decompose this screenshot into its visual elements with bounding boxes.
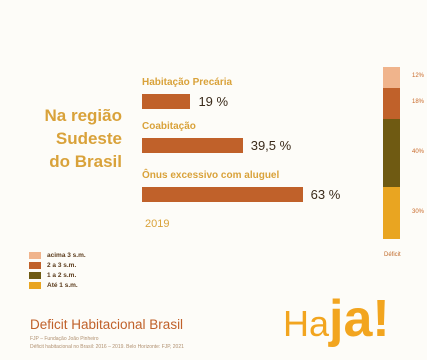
legend-item: Até 1 s.m. — [29, 281, 86, 290]
bar-value-label: 63 % — [310, 187, 341, 202]
bar-value-label: 19 % — [198, 94, 229, 109]
legend-item: acima 3 s.m. — [29, 251, 86, 260]
logo-text-big: ja! — [329, 290, 390, 348]
stack-segment-label: 40% — [412, 149, 425, 155]
region-title-line3: do Brasil — [49, 152, 122, 171]
legend-item: 2 a 3 s.m. — [29, 261, 86, 270]
legend-swatch — [29, 262, 41, 269]
legend-item: 1 a 2 s.m. — [29, 271, 86, 280]
legend-swatch — [29, 272, 41, 279]
stack-segment — [383, 118, 400, 188]
bar — [142, 138, 243, 153]
bar-value-label: 39,5 % — [250, 138, 292, 153]
stack-segment-label: 30% — [412, 209, 425, 216]
region-title: Na região Sudeste do Brasil — [10, 104, 122, 173]
legend-label: 2 a 3 s.m. — [47, 262, 77, 269]
haja-logo: Haja! — [283, 293, 390, 345]
legend-label: 1 a 2 s.m. — [47, 272, 77, 279]
bar-category-label: Coabitação — [142, 121, 196, 132]
stack-segment — [383, 187, 400, 239]
legend-label: Até 1 s.m. — [47, 282, 78, 289]
stack-segment-label: 12% — [412, 73, 425, 80]
stack-segment — [383, 67, 400, 88]
bar-category-label: Habitação Precária — [142, 77, 233, 88]
footer-title: Deficit Habitacional Brasil — [30, 317, 184, 332]
stack-segment — [383, 87, 400, 119]
legend-label: acima 3 s.m. — [47, 252, 86, 259]
logo-text-small: Ha — [283, 303, 330, 344]
bar — [142, 187, 303, 202]
bar-category-label: Ônus excessivo com aluguel — [142, 170, 280, 181]
footer-source: FJP – Fundação João Pinheiro — [30, 336, 99, 342]
stack-segment-label: 18% — [412, 99, 425, 106]
footer-citation: Déficit habitacional no Brasil: 2016 – 2… — [30, 344, 184, 350]
legend-swatch — [29, 282, 41, 289]
stacked-category-label: Déficit — [384, 252, 401, 258]
bar — [142, 94, 191, 109]
year-label: 2019 — [145, 218, 170, 230]
legend: acima 3 s.m. 2 a 3 s.m. 1 a 2 s.m. Até 1… — [29, 251, 86, 291]
region-title-line2: Sudeste — [55, 129, 122, 148]
region-title-line1: Na região — [44, 106, 122, 125]
legend-swatch — [29, 252, 41, 259]
